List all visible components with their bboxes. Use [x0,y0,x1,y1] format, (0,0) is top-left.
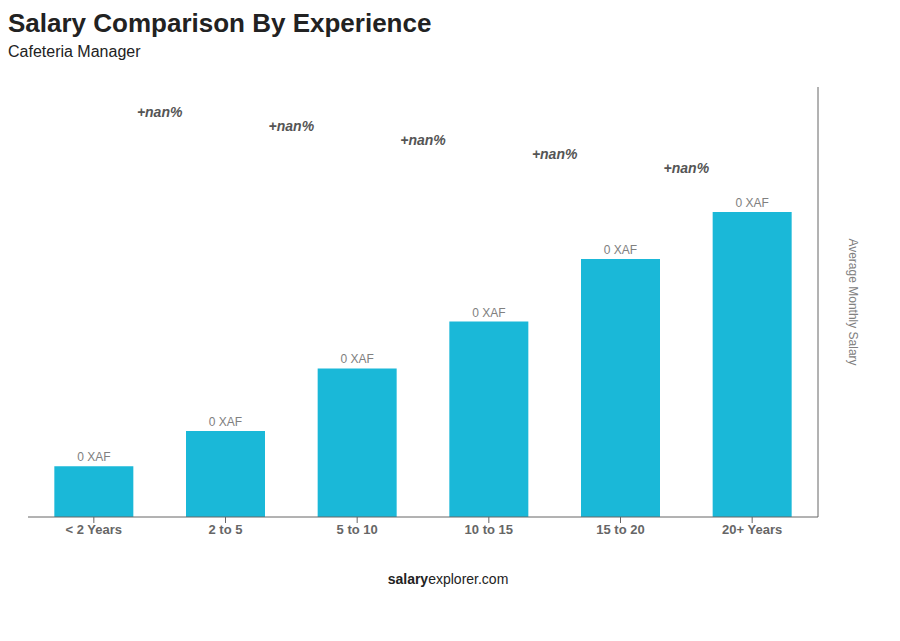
svg-text:< 2 Years: < 2 Years [66,522,123,537]
svg-text:20+ Years: 20+ Years [722,522,782,537]
html-text:+nan%: +nan% [663,160,710,177]
svg-text:5 to 10: 5 to 10 [337,522,378,537]
svg-text:0 XAF: 0 XAF [604,243,637,257]
html-text:+nan%: +nan% [268,118,315,135]
html-text:Salary Comparison By Experienc: Salary Comparison By Experience [8,8,432,38]
svg-text:0 XAF: 0 XAF [472,306,505,320]
html-text:+nan%: +nan% [531,146,578,163]
svg-text:Average Monthly Salary: Average Monthly Salary [846,238,860,365]
svg-text:0 XAF: 0 XAF [209,415,242,429]
svg-text:0 XAF: 0 XAF [735,196,768,210]
svg-text:2 to 5: 2 to 5 [209,522,243,537]
html-text:+nan%: +nan% [136,104,183,121]
svg-text:0 XAF: 0 XAF [340,352,373,366]
svg-text:10 to 15: 10 to 15 [465,522,513,537]
html-text:Cafeteria Manager: Cafeteria Manager [8,43,141,60]
svg-text:15 to 20: 15 to 20 [596,522,644,537]
svg-text:0 XAF: 0 XAF [77,450,110,464]
html-text:salary explorer.com: salary explorer.com [387,571,509,587]
html-text:+nan%: +nan% [400,132,446,149]
